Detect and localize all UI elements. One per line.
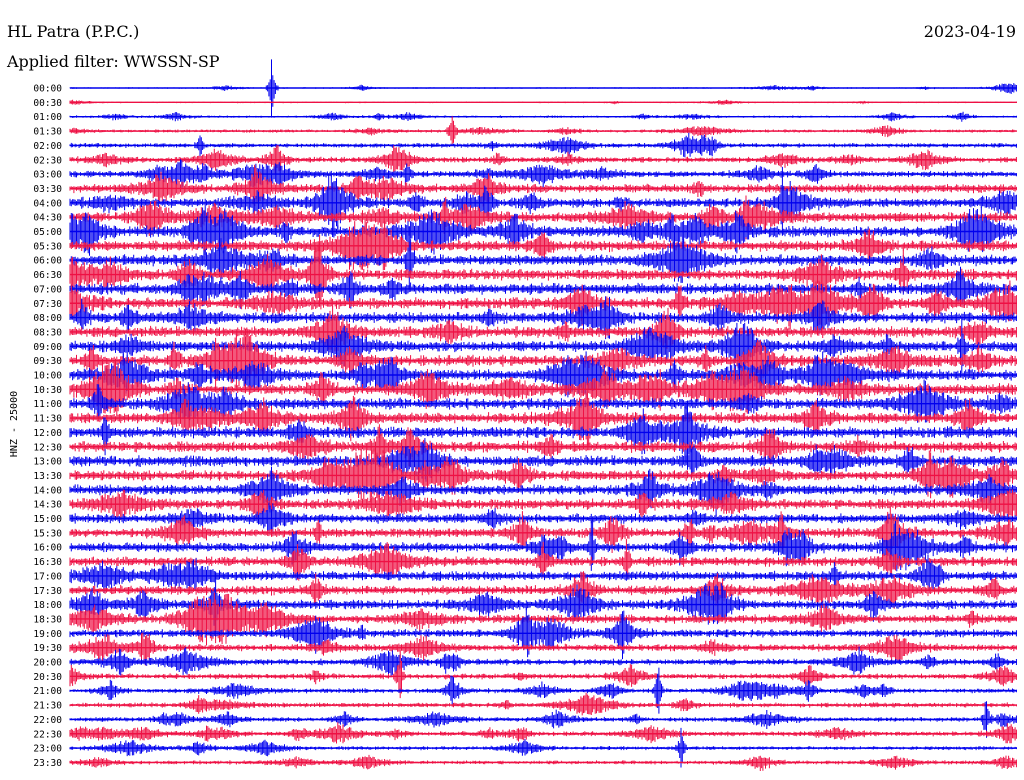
seismic-trace: [69, 632, 1017, 666]
row-label: 11:00: [33, 399, 62, 410]
row-label: 16:00: [33, 543, 62, 554]
seismic-trace: [69, 667, 1017, 714]
seismic-trace: [69, 306, 1017, 352]
seismic-trace: [69, 692, 1017, 716]
row-label: 10:00: [33, 371, 62, 382]
filter-label: Applied filter: WWSSN-SP: [7, 52, 220, 71]
row-label: 09:30: [33, 356, 62, 367]
seismic-trace: [69, 424, 1017, 467]
y-axis-label: HNZ - 25000: [9, 391, 20, 457]
row-label: 05:00: [33, 227, 62, 238]
row-label: 23:30: [33, 758, 62, 769]
row-label: 14:30: [33, 500, 62, 511]
row-label: 03:30: [33, 184, 62, 195]
seismic-trace: [69, 280, 1017, 330]
row-label: 11:30: [33, 414, 62, 425]
seismic-trace: [69, 502, 1017, 536]
seismic-trace: [69, 607, 1017, 660]
row-label: 07:00: [33, 284, 62, 295]
row-label: 02:00: [33, 141, 62, 152]
seismic-trace: [69, 646, 1017, 678]
seismic-trace: [69, 164, 1017, 207]
row-label: 10:30: [33, 385, 62, 396]
row-label: 13:00: [33, 457, 62, 468]
row-label: 08:30: [33, 327, 62, 338]
row-label: 06:30: [33, 270, 62, 281]
row-label-group: 00:00 00:30 01:00 01:30 02:00 02:30 03:00 03:30…: [33, 84, 62, 769]
row-label: 05:30: [33, 241, 62, 252]
row-label: 15:00: [33, 514, 62, 525]
row-label: 06:00: [33, 256, 62, 267]
seismic-trace: [69, 99, 1017, 105]
row-label: 19:30: [33, 643, 62, 654]
seismic-trace: [69, 219, 1017, 271]
seismic-trace: [69, 448, 1017, 503]
row-label: 07:30: [33, 299, 62, 310]
row-label: 01:30: [33, 127, 62, 138]
station-title: HL Patra (P.P.C.): [7, 22, 140, 41]
seismic-trace: [69, 145, 1017, 175]
row-label: 18:30: [33, 614, 62, 625]
trace-group: [69, 59, 1017, 771]
seismic-trace: [69, 159, 1017, 189]
row-label: 01:00: [33, 112, 62, 123]
row-label: 22:00: [33, 715, 62, 726]
seismic-trace: [69, 649, 1017, 699]
row-label: 14:00: [33, 485, 62, 496]
seismic-trace: [69, 538, 1017, 581]
seismic-trace: [69, 571, 1017, 633]
seismic-trace: [69, 393, 1017, 448]
row-label: 21:30: [33, 701, 62, 712]
row-label: 00:00: [33, 84, 62, 95]
row-label: 20:00: [33, 658, 62, 669]
seismic-trace: [69, 226, 1017, 290]
seismic-trace: [69, 59, 1017, 116]
seismic-trace: [69, 266, 1017, 309]
row-label: 16:30: [33, 557, 62, 568]
row-label: 12:00: [33, 428, 62, 439]
seismic-trace: [69, 296, 1017, 340]
seismic-trace: [69, 132, 1017, 158]
date-label: 2023-04-19: [923, 22, 1016, 41]
seismic-trace: [69, 506, 1017, 559]
seismic-trace: [69, 555, 1017, 593]
seismic-trace: [69, 466, 1017, 517]
seismic-trace: [69, 316, 1017, 371]
seismic-trace: [69, 379, 1017, 428]
row-label: 00:30: [33, 98, 62, 109]
row-label: 09:00: [33, 342, 62, 353]
row-label: 19:00: [33, 629, 62, 640]
row-label: 22:30: [33, 729, 62, 740]
seismic-trace: [69, 116, 1017, 146]
seismic-trace: [69, 195, 1017, 240]
seismic-trace: [69, 438, 1017, 482]
seismic-trace: [69, 234, 1017, 308]
seismic-trace: [69, 351, 1017, 399]
row-label: 08:00: [33, 313, 62, 324]
row-label: 17:00: [33, 571, 62, 582]
row-label: 17:30: [33, 586, 62, 597]
row-label: 03:00: [33, 170, 62, 181]
seismic-trace: [69, 722, 1017, 744]
seismic-trace: [69, 111, 1017, 122]
seismic-trace: [69, 592, 1017, 646]
seismic-trace: [69, 166, 1017, 238]
row-label: 18:00: [33, 600, 62, 611]
seismic-trace: [69, 754, 1017, 771]
row-label: 13:30: [33, 471, 62, 482]
row-label: 02:30: [33, 155, 62, 166]
row-label: 23:00: [33, 744, 62, 755]
row-label: 04:00: [33, 198, 62, 209]
seismic-trace: [69, 489, 1017, 526]
row-label: 12:30: [33, 442, 62, 453]
row-label: 21:00: [33, 686, 62, 697]
seismic-trace: [69, 727, 1017, 768]
row-label: 04:30: [33, 213, 62, 224]
row-label: 20:30: [33, 672, 62, 683]
seismic-trace: [69, 403, 1017, 464]
row-label: 15:30: [33, 528, 62, 539]
seismic-trace: [69, 701, 1017, 738]
seismic-trace: [69, 328, 1017, 391]
